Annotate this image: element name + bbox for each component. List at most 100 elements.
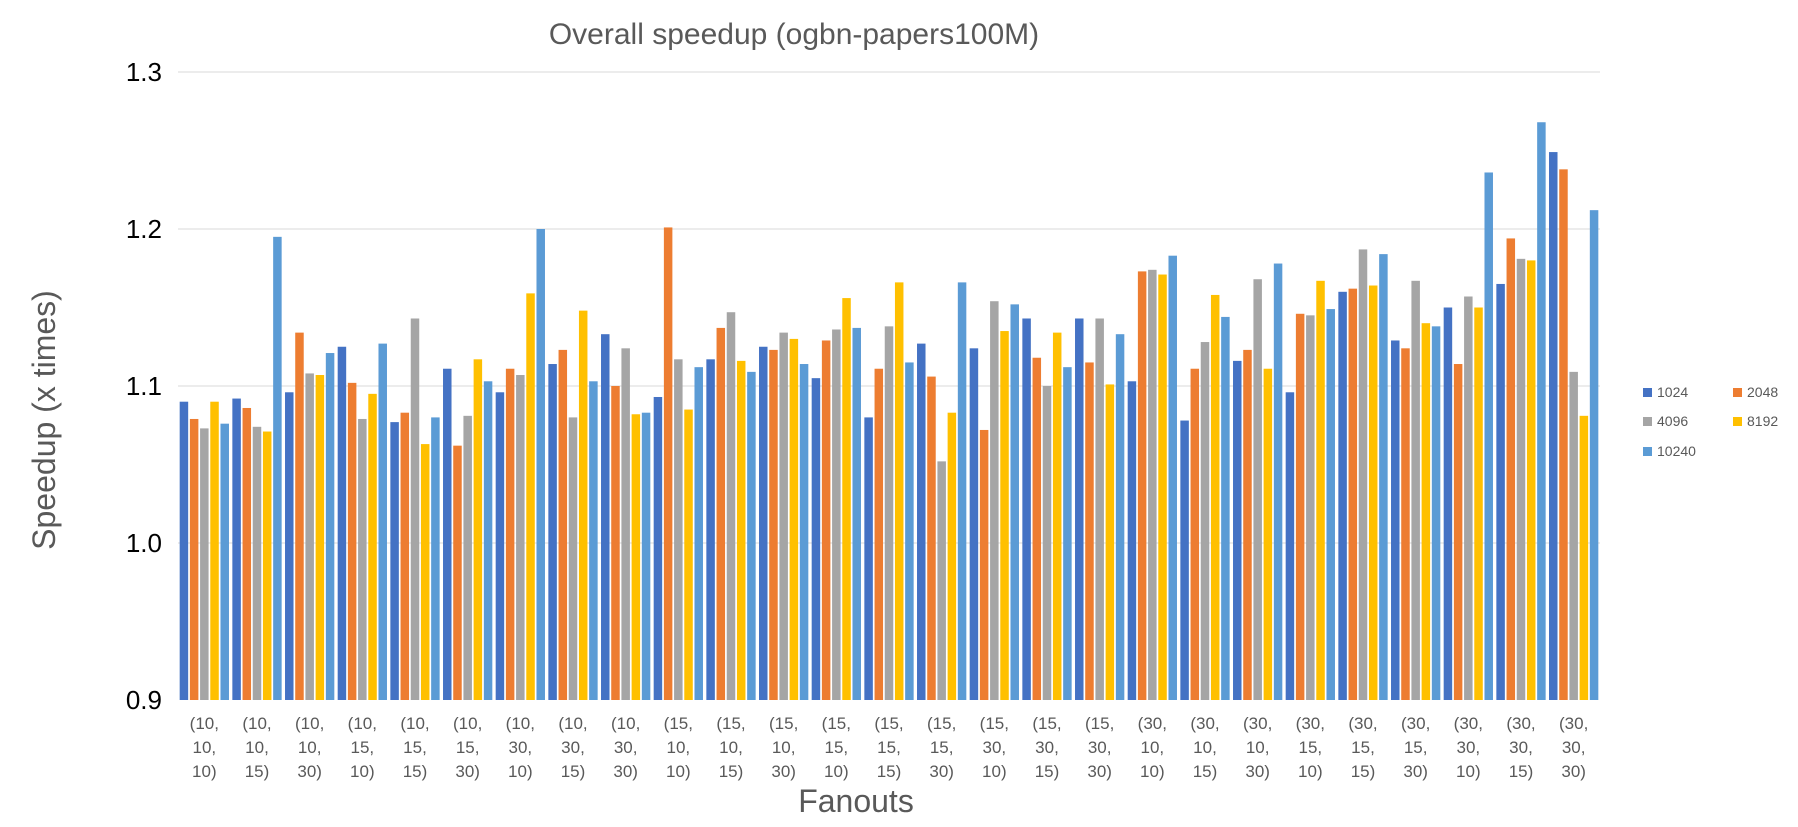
x-tick-line: 10, (298, 738, 322, 757)
bar-10240-9 (694, 367, 703, 700)
x-tick-label: (30, 15, 10) (1296, 714, 1325, 781)
x-tick-line: 30) (1403, 762, 1428, 781)
bar-8192-21 (1316, 280, 1325, 700)
bar-8192-14 (947, 412, 957, 700)
x-tick-line: 30, (509, 738, 533, 757)
x-tick-line: 10, (193, 738, 217, 757)
x-tick-line: (10, (242, 714, 271, 733)
x-tick-line: 30, (1088, 738, 1112, 757)
x-tick-line: 30) (297, 762, 322, 781)
bar-4096-4 (410, 318, 420, 700)
bar-2048-16 (1032, 357, 1042, 700)
x-tick-line: 10) (508, 762, 533, 781)
x-tick-line: 30) (1087, 762, 1112, 781)
bar-2048-20 (1243, 349, 1252, 700)
bar-2048-15 (979, 429, 989, 700)
x-tick-label: (10, 10, 10) (190, 714, 219, 781)
x-tick-line: (30, (1348, 714, 1377, 733)
bar-8192-22 (1368, 285, 1378, 700)
bar-1024-19 (1180, 420, 1189, 700)
x-tick-line: 10) (1298, 762, 1323, 781)
x-tick-line: (15, (822, 714, 851, 733)
bar-8192-9 (684, 409, 693, 700)
x-tick-line: 30, (614, 738, 638, 757)
legend-label-2048: 2048 (1747, 384, 1778, 400)
y-tick-label: 1.1 (126, 371, 162, 401)
y-axis-title: Speedup (x times) (26, 290, 62, 550)
x-tick-label: (30, 30, 30) (1559, 714, 1588, 781)
bar-8192-10 (736, 360, 746, 700)
bar-10240-11 (799, 364, 809, 700)
bar-10240-21 (1326, 309, 1335, 700)
bar-10240-15 (1010, 304, 1019, 700)
x-tick-line: 10) (350, 762, 375, 781)
x-tick-line: 30) (455, 762, 480, 781)
x-tick-line: 10) (1140, 762, 1165, 781)
x-tick-line: (15, (1032, 714, 1061, 733)
x-tick-label: (15, 30, 15) (1032, 714, 1061, 781)
x-tick-line: (15, (874, 714, 903, 733)
x-tick-line: 15, (825, 738, 849, 757)
bar-8192-23 (1421, 323, 1431, 700)
x-tick-line: (30, (1296, 714, 1325, 733)
bar-10240-16 (1063, 367, 1072, 700)
x-tick-label: (10, 10, 15) (242, 714, 271, 781)
bar-1024-6 (495, 392, 505, 700)
bar-10240-20 (1273, 263, 1283, 700)
x-tick-line: (30, (1190, 714, 1219, 733)
x-tick-line: 10, (772, 738, 796, 757)
x-tick-label: (30, 30, 10) (1454, 714, 1483, 781)
y-tick-label: 0.9 (126, 685, 162, 715)
bar-8192-24 (1474, 307, 1483, 700)
bar-2048-24 (1453, 364, 1463, 700)
bar-1024-13 (864, 417, 873, 700)
x-tick-line: 10) (1456, 762, 1481, 781)
x-tick-label: (30, 15, 30) (1401, 714, 1430, 781)
bar-2048-10 (716, 327, 726, 700)
x-tick-line: 30) (771, 762, 796, 781)
x-tick-line: (10, (295, 714, 324, 733)
bar-2048-7 (558, 349, 568, 700)
bar-10240-26 (1589, 210, 1599, 700)
bar-8192-18 (1158, 274, 1167, 700)
bar-4096-16 (1042, 386, 1052, 700)
legend-swatch-1024 (1643, 388, 1652, 397)
x-tick-line: 15) (1035, 762, 1060, 781)
x-tick-line: 15, (456, 738, 480, 757)
bar-4096-10 (726, 312, 736, 700)
bar-10240-13 (905, 362, 914, 700)
bar-4096-8 (621, 348, 630, 700)
x-tick-label: (15, 15, 10) (822, 714, 851, 781)
bar-2048-25 (1506, 238, 1516, 701)
x-tick-label: (10, 15, 30) (453, 714, 482, 781)
x-tick-line: 30, (1509, 738, 1533, 757)
bar-4096-17 (1095, 318, 1104, 700)
y-tick-label: 1.3 (126, 57, 162, 87)
x-tick-line: 15) (719, 762, 744, 781)
bar-10240-6 (536, 229, 545, 700)
x-tick-line: 10, (1141, 738, 1165, 757)
bar-4096-24 (1464, 296, 1473, 700)
bar-4096-22 (1358, 249, 1368, 700)
bar-10240-22 (1379, 254, 1388, 700)
bar-2048-0 (189, 418, 199, 700)
bar-8192-0 (210, 401, 219, 700)
bar-2048-26 (1559, 169, 1568, 701)
bar-10240-24 (1484, 172, 1493, 701)
bar-4096-14 (937, 461, 946, 700)
bar-8192-2 (315, 375, 325, 700)
x-tick-line: (10, (453, 714, 482, 733)
bar-1024-5 (443, 368, 452, 700)
bar-4096-3 (358, 418, 367, 700)
bar-1024-10 (706, 359, 715, 700)
x-tick-label: (15, 15, 15) (874, 714, 903, 781)
legend-swatch-8192 (1733, 417, 1742, 426)
bar-2048-1 (242, 407, 252, 700)
x-tick-line: (10, (400, 714, 429, 733)
x-tick-line: (10, (506, 714, 535, 733)
x-tick-line: (15, (980, 714, 1009, 733)
bar-10240-23 (1431, 326, 1441, 700)
bar-10240-25 (1537, 122, 1546, 701)
bar-10240-2 (325, 353, 335, 700)
bar-8192-8 (631, 414, 641, 700)
